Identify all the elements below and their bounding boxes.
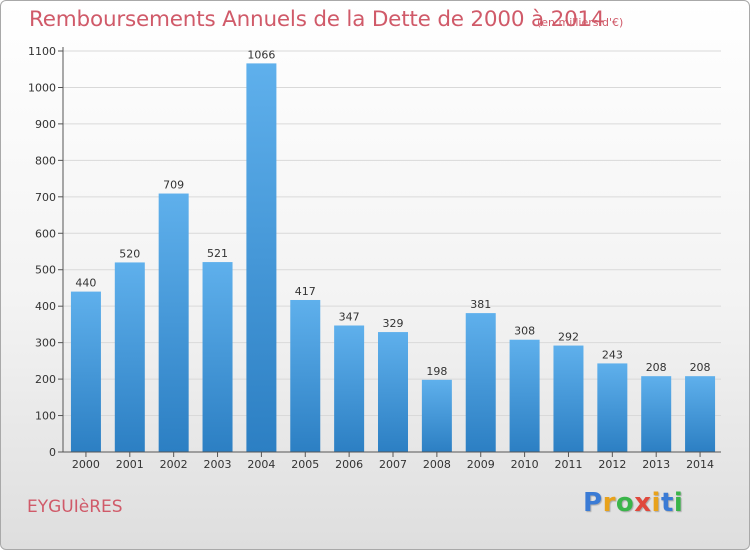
y-tick-label: 900: [35, 118, 56, 131]
bar-2008: [421, 379, 452, 452]
y-tick-label: 200: [35, 373, 56, 386]
x-tick-label-2000: 2000: [72, 458, 100, 471]
y-tick-label: 0: [49, 446, 56, 459]
x-tick-label-2010: 2010: [511, 458, 539, 471]
data-label-2014: 208: [690, 361, 711, 374]
bar-2001: [114, 262, 145, 452]
y-tick-label: 1100: [28, 45, 56, 58]
data-label-2007: 329: [383, 317, 404, 330]
x-tick-label-2004: 2004: [247, 458, 275, 471]
x-tick-label-2009: 2009: [467, 458, 495, 471]
bar-2013: [641, 376, 672, 452]
x-tick-label-2013: 2013: [642, 458, 670, 471]
data-label-2008: 198: [426, 365, 447, 378]
bar-2004: [246, 63, 277, 453]
bar-2000: [70, 291, 101, 452]
x-tick-label-2006: 2006: [335, 458, 363, 471]
x-tick-label-2002: 2002: [160, 458, 188, 471]
data-label-2013: 208: [646, 361, 667, 374]
data-label-2001: 520: [119, 247, 140, 260]
x-tick-label-2007: 2007: [379, 458, 407, 471]
data-label-2006: 347: [339, 311, 360, 324]
bar-2006: [334, 325, 365, 452]
x-tick-label-2008: 2008: [423, 458, 451, 471]
bar-2011: [553, 345, 584, 452]
proxiti-logo[interactable]: Proxiti: [583, 488, 684, 518]
bar-2009: [465, 313, 496, 452]
data-label-2012: 243: [602, 348, 623, 361]
x-tick-label-2014: 2014: [686, 458, 714, 471]
data-label-2009: 381: [470, 298, 491, 311]
y-tick-label: 300: [35, 337, 56, 350]
y-tick-label: 1000: [28, 81, 56, 94]
y-tick-label: 500: [35, 264, 56, 277]
bar-2012: [597, 363, 628, 452]
data-label-2010: 308: [514, 325, 535, 338]
x-tick-label-2005: 2005: [291, 458, 319, 471]
data-label-2000: 440: [75, 277, 96, 290]
y-tick-label: 800: [35, 154, 56, 167]
bar-2003: [202, 262, 233, 452]
x-tick-label-2011: 2011: [554, 458, 582, 471]
data-label-2005: 417: [295, 285, 316, 298]
bar-2002: [158, 193, 189, 452]
data-label-2011: 292: [558, 331, 579, 344]
data-label-2004: 1066: [247, 48, 275, 61]
x-tick-label-2012: 2012: [598, 458, 626, 471]
y-tick-label: 400: [35, 300, 56, 313]
chart-title: Remboursements Annuels de la Dette de 20…: [29, 7, 605, 32]
y-tick-label: 600: [35, 227, 56, 240]
y-tick-label: 100: [35, 410, 56, 423]
data-label-2003: 521: [207, 247, 228, 260]
bar-2010: [509, 339, 540, 452]
city-name: EYGUIèRES: [27, 497, 123, 517]
bar-2005: [290, 299, 321, 452]
chart-subtitle: (en milliers d'€): [537, 16, 624, 29]
bar-2014: [685, 376, 716, 452]
bar-2007: [378, 332, 408, 452]
data-label-2002: 709: [163, 179, 184, 192]
x-tick-label-2003: 2003: [204, 458, 232, 471]
y-tick-label: 700: [35, 191, 56, 204]
x-tick-label-2001: 2001: [116, 458, 144, 471]
